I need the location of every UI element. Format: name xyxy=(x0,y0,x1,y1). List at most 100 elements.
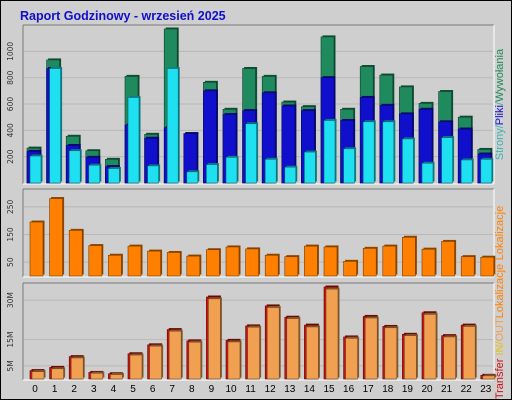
x-tick-label: 18 xyxy=(382,384,394,395)
bar xyxy=(49,68,61,184)
bar xyxy=(286,318,300,380)
x-tick-label: 14 xyxy=(304,384,316,395)
bar xyxy=(382,245,397,277)
y-tick-label: 800 xyxy=(6,70,15,85)
panel-middle: 50 150 250 Lokalizacje xyxy=(6,188,506,278)
bar xyxy=(147,250,161,277)
bar xyxy=(284,166,297,184)
chart-panels: 2004006008001000Strony/Pliki/Wywołania50… xyxy=(6,24,506,399)
bar xyxy=(88,164,101,184)
bar xyxy=(304,245,318,277)
side-label-part: Pliki xyxy=(494,105,506,125)
bar xyxy=(480,256,495,277)
bar xyxy=(402,236,416,277)
x-tick-label: 22 xyxy=(461,384,473,395)
bar xyxy=(49,198,63,277)
bar xyxy=(206,249,220,277)
bar xyxy=(127,97,140,184)
bar xyxy=(208,298,221,380)
bar xyxy=(149,345,162,380)
bar xyxy=(29,155,42,184)
side-label-part: / xyxy=(494,124,506,128)
bar xyxy=(166,252,181,277)
x-tick-label: 19 xyxy=(402,384,414,395)
x-tick-label: 0 xyxy=(32,384,38,395)
bar xyxy=(462,326,476,380)
y-tick-label: 15M xyxy=(6,332,15,348)
bar xyxy=(345,337,358,380)
bar xyxy=(227,341,241,380)
bar xyxy=(266,307,280,380)
x-tick-label: 7 xyxy=(169,384,175,395)
bar xyxy=(323,120,336,184)
bar xyxy=(29,221,44,277)
bar xyxy=(443,336,456,380)
x-tick-label: 20 xyxy=(421,384,433,395)
x-tick-label: 17 xyxy=(363,384,375,395)
bar xyxy=(127,245,142,277)
bar xyxy=(247,326,260,380)
x-tick-label: 2 xyxy=(71,384,77,395)
bar xyxy=(147,165,159,184)
bar xyxy=(460,159,473,184)
x-tick-label: 11 xyxy=(245,384,256,395)
y-tick-label: 1000 xyxy=(6,42,15,61)
y-tick-label: 50 xyxy=(6,257,15,267)
bar xyxy=(384,327,398,380)
bar xyxy=(245,248,259,277)
bar xyxy=(284,256,299,277)
x-tick-label: 8 xyxy=(189,384,195,395)
bar xyxy=(382,121,395,184)
x-tick-label: 6 xyxy=(150,384,156,395)
y-tick-label: 250 xyxy=(6,199,15,214)
bar xyxy=(225,157,238,184)
y-tick-label: 600 xyxy=(6,97,15,112)
bar xyxy=(168,330,182,380)
side-label-part: Lokalizacje xyxy=(494,206,506,260)
bar xyxy=(188,341,202,380)
y-tick-label: 30M xyxy=(6,292,15,308)
bar xyxy=(404,335,417,380)
bar xyxy=(441,241,455,277)
bar xyxy=(441,137,453,184)
x-tick-label: 4 xyxy=(111,384,117,395)
bar xyxy=(31,371,45,380)
bar xyxy=(264,159,277,184)
x-tick-label: 5 xyxy=(130,384,136,395)
side-label-part: / xyxy=(494,341,506,345)
y-tick-label: 5M xyxy=(6,360,15,371)
side-label-part: IN xyxy=(494,345,506,359)
x-tick-label: 15 xyxy=(323,384,335,395)
side-label-part: / xyxy=(494,101,506,105)
series-lokalizacje xyxy=(29,197,496,277)
bar xyxy=(108,254,122,277)
bar xyxy=(129,354,143,380)
side-label-part: Lokalizacje xyxy=(494,264,506,318)
side-label-part: Wywołania xyxy=(494,48,506,102)
bar xyxy=(186,171,199,184)
side-label: Lokalizacje xyxy=(494,206,506,260)
x-tick-label: 16 xyxy=(343,384,355,395)
bar xyxy=(68,230,83,277)
bar xyxy=(166,68,179,184)
side-label: Strony/Pliki/Wywołania xyxy=(494,48,506,160)
x-tick-label: 21 xyxy=(441,384,453,395)
bar xyxy=(421,248,436,277)
x-axis-labels: 0 1 2 3 4 5 6 7 8 9 10 11 12 13 14 15 16 17 18 19 20 21 22 23 xyxy=(32,384,492,395)
x-tick-label: 23 xyxy=(480,384,492,395)
bar xyxy=(245,123,257,184)
bar xyxy=(482,375,496,380)
x-tick-label: 3 xyxy=(91,384,97,395)
series-strony xyxy=(29,66,494,184)
bar xyxy=(90,372,104,380)
y-tick-label: 200 xyxy=(6,149,15,164)
x-tick-label: 9 xyxy=(209,384,215,395)
bar xyxy=(343,261,357,277)
bar xyxy=(325,288,339,380)
bar xyxy=(460,256,475,277)
chart-title: Raport Godzinowy - wrzesień 2025 xyxy=(20,9,226,23)
bar xyxy=(306,326,319,380)
